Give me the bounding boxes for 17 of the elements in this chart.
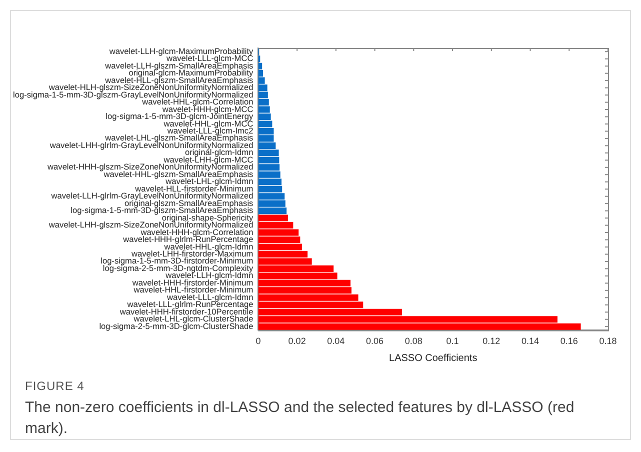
y-tick-label: wavelet-LLH-glrlm-GrayLevelNonUniformityNormalized	[50, 190, 254, 201]
y-tick-label: wavelet-LLH-glcm-MaximumProbability	[108, 46, 254, 56]
x-axis-title: LASSO Coefficients	[389, 352, 478, 364]
x-tick-label: 0.08	[404, 336, 422, 346]
x-tick-label: 0.14	[522, 336, 540, 346]
x-tick-label: 0.1	[446, 336, 459, 346]
caption: FIGURE 4	[25, 379, 84, 393]
y-tick-label: wavelet-LHL-glcm-ClusterShade	[132, 314, 254, 324]
x-tick-label: 0.02	[288, 336, 306, 346]
x-tick-label: 0.18	[599, 336, 617, 346]
x-tick-label: 0.06	[366, 336, 384, 346]
x-tick-label: 0.12	[482, 336, 500, 346]
x-tick-label: 0.16	[560, 336, 578, 346]
x-tick-label: 0	[256, 336, 261, 346]
x-tick-label: 0.04	[327, 336, 345, 346]
text: The non-zero coefficients in dl-LASSO and the selected features by dl-LASSO (red mark).	[25, 398, 576, 439]
y-tick-label: log-sigma-1-5-mm-3D-firstorder-Minimum	[100, 256, 254, 266]
